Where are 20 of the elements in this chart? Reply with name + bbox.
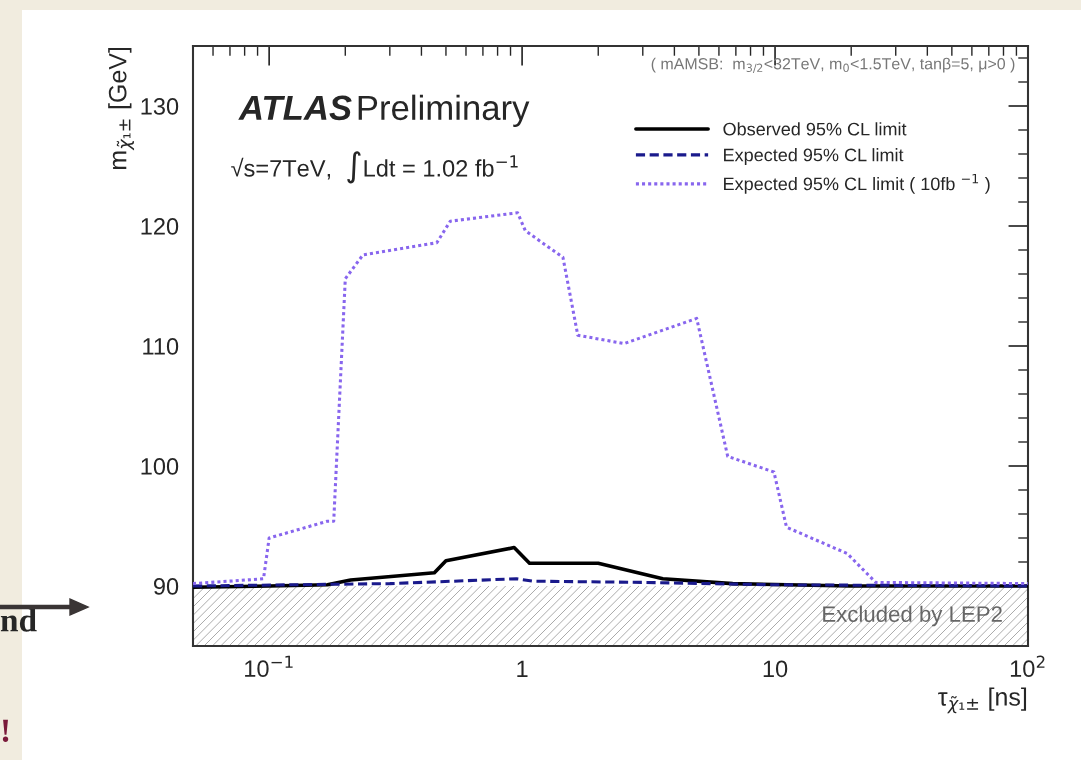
legend-label: Expected 95% CL limit [724,148,904,165]
x-tick-label: 10$^{2}$ [1010,655,1045,678]
y-tick-label: 110 [143,338,179,355]
x-tick-label: 10$^{−1}$ [245,655,293,678]
y-tick-label: 120 [141,218,179,235]
y-axis-title: m$_{χ̃₁±}$ [GeV] [108,47,135,170]
text: ! [2,719,9,742]
legend-label: Observed 95% CL limit [723,122,907,136]
legend-label: Expected 95% CL limit ( 10fb $^{−1}$ ) [724,173,990,194]
text: nd [0,608,37,632]
annotation: √s=7TeV, ∫Ldt = 1.02 fb$^{−1}$ [231,151,518,184]
x-axis-title: τ$_{χ̃₁±}$ [ns] [938,687,1027,714]
y-tick-label: 100 [141,458,179,475]
annotation: ATLAS [238,95,352,121]
x-tick-label: 1 [517,660,528,677]
annotation: ( mAMSB: m$_{3/2}$<32TeV, m$_{0}$<1.5TeV, tanβ=5, μ>0 ) [651,57,1015,73]
annotation: Preliminary [358,94,530,127]
y-tick-label: 130 [141,98,179,115]
x-tick-label: 10 [763,660,788,678]
y-tick-label: 90 [153,578,179,595]
